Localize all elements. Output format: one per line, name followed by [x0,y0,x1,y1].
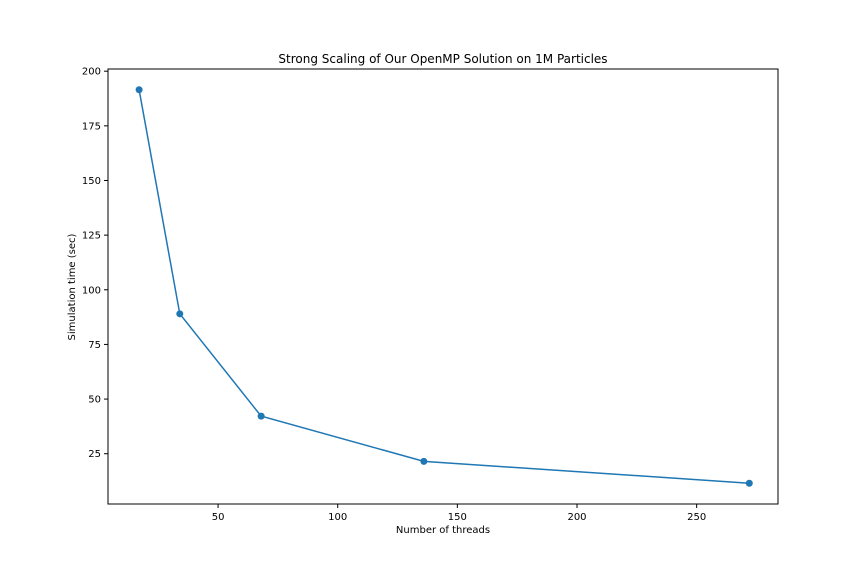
y-axis: 25 50 75 100 125 150 175 200 [82,67,108,460]
x-tick-label: 100 [328,512,347,523]
chart-title: Strong Scaling of Our OpenMP Solution on… [278,52,607,66]
plot-layer [135,86,753,487]
y-tick-label: 50 [88,395,101,406]
x-tick-label: 200 [567,512,586,523]
y-tick-label: 150 [82,176,101,187]
x-tick-label: 250 [687,512,706,523]
y-tick-label: 200 [82,67,101,78]
data-point [745,479,753,487]
data-point [176,310,184,318]
y-tick-label: 75 [88,340,101,351]
x-axis: 50 100 150 200 250 [212,504,706,523]
y-tick-label: 100 [82,285,101,296]
data-point [257,412,265,420]
y-tick-label: 25 [88,449,101,460]
y-axis-label: Simulation time (sec) [67,233,78,340]
x-tick-label: 150 [448,512,467,523]
data-point [420,457,428,465]
x-axis-label: Number of threads [396,525,490,536]
y-tick-label: 125 [82,231,101,242]
series-line [138,89,750,484]
y-tick-label: 175 [82,121,101,132]
x-tick-label: 50 [212,512,225,523]
data-point [135,86,143,94]
plot-frame [107,68,779,505]
